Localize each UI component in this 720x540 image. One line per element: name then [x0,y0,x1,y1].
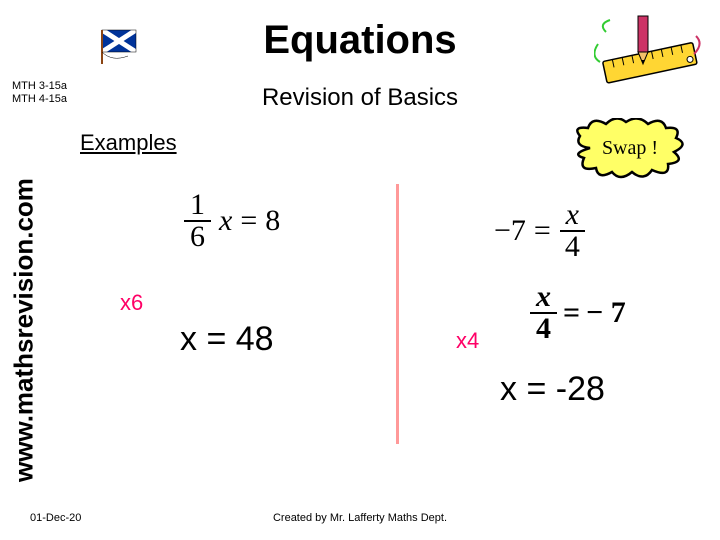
footer-credit: Created by Mr. Lafferty Maths Dept. [0,512,720,524]
code-2: MTH 4-15a [12,93,67,106]
step-rhs: − 7 [586,296,626,330]
code-1: MTH 3-15a [12,80,67,93]
step-right: x 4 = − 7 [530,280,626,344]
step-eq: = [563,296,580,330]
website-sidebar: www.mathsrevision.com [4,160,44,500]
course-codes: MTH 3-15a MTH 4-15a [12,80,67,106]
equals: = [240,204,257,238]
examples-heading: Examples [80,130,177,156]
step-den: 4 [530,314,557,344]
frac-den-r: 4 [559,232,586,262]
equals-r: = [534,214,551,248]
frac-num: 1 [184,190,211,222]
equation-left: 1 6 x = 8 [184,188,280,252]
page-subtitle: Revision of Basics [0,84,720,112]
frac-num-r: x [560,200,585,232]
page-title: Equations [0,18,720,63]
equation-right: −7 = x 4 [494,200,586,262]
frac-den: 6 [184,222,211,252]
swap-text: Swap ! [602,137,658,159]
swap-callout: Swap ! [570,118,690,185]
multiply-6: x6 [120,290,143,316]
rhs: 8 [265,204,280,238]
answer-left: x = 48 [180,320,274,359]
var-x: x [219,204,232,238]
step-num: x [530,282,557,314]
vertical-divider [396,184,399,444]
lhs: −7 [494,214,526,248]
multiply-4: x4 [456,328,479,354]
answer-right: x = -28 [500,370,605,409]
